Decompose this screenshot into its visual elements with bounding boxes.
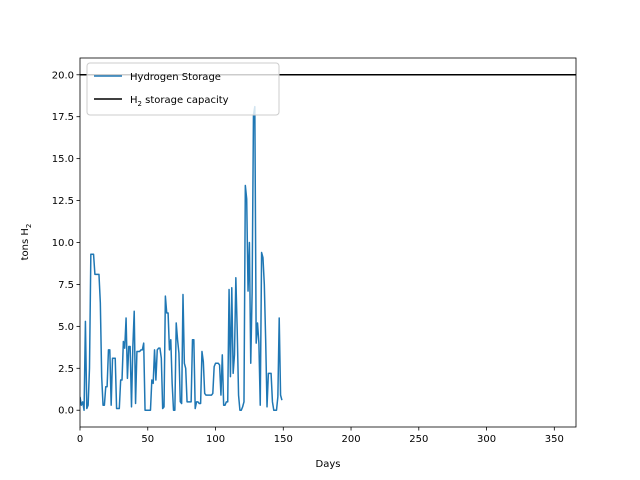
y-tick-label: 15.0 xyxy=(52,154,74,165)
legend-label-capacity-tail: storage capacity xyxy=(142,95,229,106)
y-axis-label: tons H2 xyxy=(20,224,33,261)
x-axis-label: Days xyxy=(316,459,341,470)
y-tick-label: 10.0 xyxy=(52,238,74,249)
y-tick-label: 5.0 xyxy=(58,322,74,333)
x-tick-label: 200 xyxy=(341,434,360,445)
legend-label-capacity-main: H xyxy=(130,95,138,106)
y-tick-label: 2.5 xyxy=(58,364,74,375)
y-tick-label: 17.5 xyxy=(52,112,74,123)
legend-label-capacity: H2 storage capacity xyxy=(130,95,229,108)
x-tick-label: 50 xyxy=(141,434,154,445)
y-tick-label: 20.0 xyxy=(52,70,74,81)
x-tick-label: 150 xyxy=(274,434,293,445)
legend-frame xyxy=(86,62,280,116)
y-tick-label: 0.0 xyxy=(58,406,74,417)
y-tick-label: 12.5 xyxy=(52,196,74,207)
series-line-hydrogen-storage xyxy=(80,105,283,411)
x-tick-label: 100 xyxy=(206,434,225,445)
x-tick-label: 300 xyxy=(477,434,496,445)
x-tick-label: 0 xyxy=(77,434,83,445)
x-tick-label: 350 xyxy=(545,434,564,445)
legend-label-capacity-sub: 2 xyxy=(138,100,142,108)
plot-area xyxy=(80,74,576,411)
axes: 0 50 100 150 200 250 300 350 0.0 2.5 5.0 7.5 10.0 12.… xyxy=(52,57,577,445)
legend-label-storage: Hydrogen Storage xyxy=(130,72,221,83)
y-axis-label-main: tons H xyxy=(20,228,31,260)
y-axis-label-sub: 2 xyxy=(25,224,33,228)
legend: Hydrogen Storage H2 storage capacity xyxy=(86,62,280,116)
y-tick-label: 7.5 xyxy=(58,280,74,291)
x-tick-label: 250 xyxy=(409,434,428,445)
